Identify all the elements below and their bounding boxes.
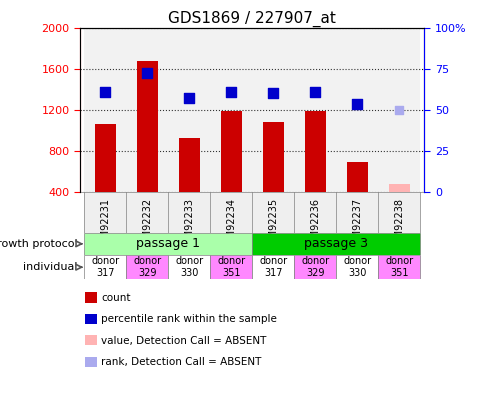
Bar [126,255,168,279]
Bar [252,255,294,279]
Text: GSM92236: GSM92236 [310,198,319,251]
Text: GSM92233: GSM92233 [184,198,194,251]
Point [311,88,318,95]
Bar [388,184,409,192]
Bar [136,61,157,192]
Text: donor
329: donor 329 [133,256,161,278]
Bar [304,111,325,192]
Bar [335,255,378,279]
Text: donor
351: donor 351 [217,256,245,278]
Text: donor
330: donor 330 [175,256,203,278]
Bar [378,255,419,279]
Bar [378,192,419,233]
Text: individual: individual [23,262,78,272]
Text: donor
329: donor 329 [301,256,329,278]
Bar [168,192,210,233]
Text: percentile rank within the sample: percentile rank within the sample [101,314,276,324]
Bar [335,192,378,233]
Bar [126,28,168,192]
Text: donor
317: donor 317 [91,256,119,278]
Text: GSM92234: GSM92234 [226,198,236,251]
Text: donor
317: donor 317 [258,256,287,278]
Text: GSM92237: GSM92237 [351,198,362,251]
Point [101,88,109,95]
Text: GSM92231: GSM92231 [100,198,110,251]
Text: count: count [101,293,130,303]
Bar [294,28,335,192]
Text: donor
330: donor 330 [342,256,370,278]
Text: passage 1: passage 1 [136,237,200,250]
Text: value, Detection Call = ABSENT: value, Detection Call = ABSENT [101,336,266,345]
Bar [252,28,294,192]
Text: GSM92235: GSM92235 [268,198,278,251]
Point [352,101,360,107]
Bar [335,28,378,192]
Point [143,70,151,77]
Bar [294,192,335,233]
Bar [84,255,126,279]
Bar [252,192,294,233]
Text: rank, Detection Call = ABSENT: rank, Detection Call = ABSENT [101,357,261,367]
Point [269,90,276,96]
Bar [94,124,116,192]
Title: GDS1869 / 227907_at: GDS1869 / 227907_at [168,11,335,27]
Text: donor
351: donor 351 [384,256,412,278]
Bar [126,192,168,233]
Bar [378,28,419,192]
Bar [168,28,210,192]
Bar [84,233,252,255]
Bar [262,122,283,192]
Bar [168,255,210,279]
Bar [210,192,252,233]
Text: GSM92232: GSM92232 [142,198,152,251]
Bar [84,192,126,233]
Point [227,88,235,95]
Bar [84,28,126,192]
Point [185,95,193,101]
Text: GSM92238: GSM92238 [393,198,403,251]
Bar [346,162,367,192]
Point [394,107,402,113]
Bar [252,233,419,255]
Text: passage 3: passage 3 [303,237,367,250]
Bar [220,111,241,192]
Bar [210,28,252,192]
Bar [178,138,199,192]
Bar [294,255,335,279]
Text: growth protocol: growth protocol [0,239,78,249]
Bar [210,255,252,279]
